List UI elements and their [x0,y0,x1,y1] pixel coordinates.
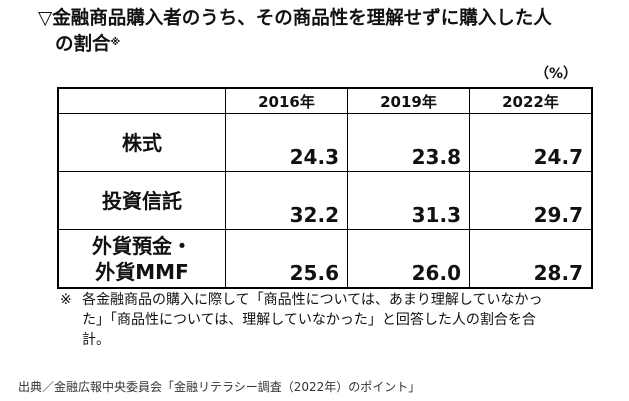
footnote: ※ 各金融商品の購入に際して「商品性については、あまり理解していなかった」「商品… [60,290,560,350]
table-row: 株式 24.3 23.8 24.7 [57,113,593,172]
header-row: 2016年 2019年 2022年 [57,87,593,114]
row-label: 株式 [57,113,226,172]
table-row: 外貨預金・ 外貨MMF 25.6 26.0 28.7 [57,229,593,289]
footnote-text: 各金融商品の購入に際して「商品性については、あまり理解していなかった」「商品性に… [82,292,543,348]
row-label: 投資信託 [57,171,226,230]
title-line2: の割合 [55,34,111,55]
footnote-mark: ※ [110,37,121,48]
table-row: 投資信託 32.2 31.3 29.7 [57,171,593,230]
header-cell: 2022年 [469,87,593,114]
footnote-mark: ※ [60,292,72,308]
source-citation: 出典／金融広報中央委員会「金融リテラシー調査（2022年）のポイント」 [18,380,421,394]
header-cell: 2019年 [347,87,470,114]
data-table: 2016年 2019年 2022年 株式 24.3 23.8 24.7 投資信託… [57,87,593,289]
value-cell: 25.6 [225,229,348,289]
row-label: 外貨預金・ 外貨MMF [57,229,226,289]
header-cell [57,87,226,114]
value-cell: 31.3 [347,171,470,230]
value-cell: 32.2 [225,171,348,230]
title-line1: ▽金融商品購入者のうち、その商品性を理解せずに購入した人 [38,8,552,29]
header-cell: 2016年 [225,87,348,114]
value-cell: 24.3 [225,113,348,172]
value-cell: 23.8 [347,113,470,172]
page-title: ▽金融商品購入者のうち、その商品性を理解せずに購入した人 の割合※ [38,6,618,58]
value-cell: 29.7 [469,171,593,230]
value-cell: 26.0 [347,229,470,289]
unit-label: （%） [535,66,578,82]
value-cell: 28.7 [469,229,593,289]
value-cell: 24.7 [469,113,593,172]
